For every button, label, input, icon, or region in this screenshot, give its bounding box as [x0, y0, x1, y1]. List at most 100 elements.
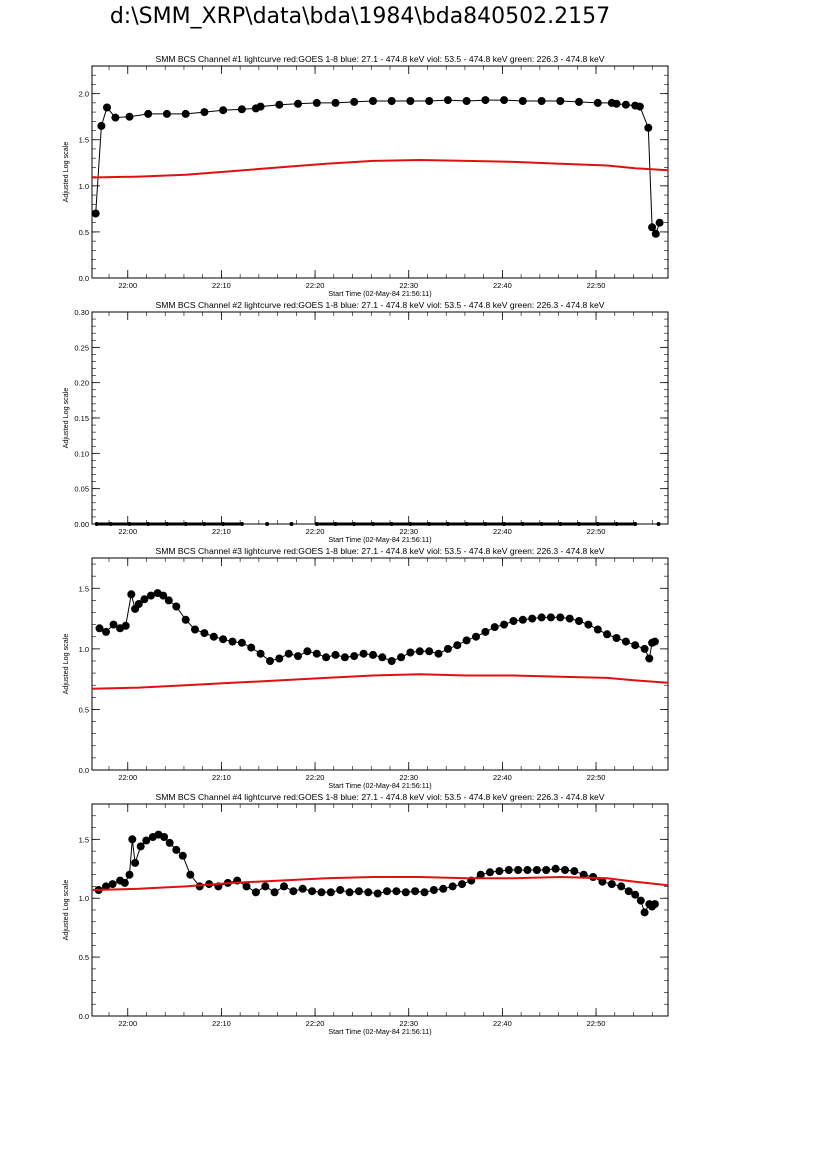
data-point	[443, 644, 452, 653]
data-point	[298, 884, 307, 893]
data-point	[486, 868, 494, 877]
data-point	[411, 887, 420, 896]
y-tick-label: 1.5	[79, 584, 89, 593]
data-point	[164, 522, 169, 526]
data-point	[462, 636, 471, 645]
chart-panel-3: SMM BCS Channel #3 lightcurve red:GOES 1…	[61, 546, 669, 790]
x-tick-label: 22:50	[587, 773, 606, 782]
data-point	[621, 100, 630, 109]
data-point	[593, 625, 602, 634]
data-point	[289, 522, 294, 526]
x-tick-label: 22:20	[306, 773, 325, 782]
data-point	[354, 887, 363, 896]
x-axis-label: Start Time (02-May-84 21:56:11)	[328, 1027, 431, 1036]
data-point	[102, 882, 110, 891]
data-point	[200, 629, 209, 638]
data-point	[331, 98, 340, 107]
series-red	[91, 158, 669, 179]
data-point	[415, 647, 424, 656]
data-point	[294, 652, 302, 661]
series-line-red	[91, 875, 669, 891]
data-point	[172, 845, 181, 854]
data-point	[219, 635, 228, 644]
x-tick-label: 22:50	[587, 527, 606, 536]
x-tick-label: 22:40	[493, 773, 512, 782]
y-tick-label: 1.5	[79, 136, 89, 145]
data-point	[350, 97, 359, 106]
data-point	[340, 653, 349, 662]
x-tick-label: 22:00	[118, 1019, 137, 1028]
data-point	[322, 653, 331, 662]
y-tick-label: 0.5	[79, 953, 89, 962]
x-tick-label: 22:30	[399, 1019, 418, 1028]
data-point	[373, 889, 382, 898]
series-black	[95, 589, 659, 665]
y-tick-label: 0.0	[79, 274, 89, 283]
data-point	[612, 634, 621, 642]
data-point	[127, 590, 136, 599]
data-point	[202, 522, 207, 526]
data-point	[266, 657, 274, 665]
x-axis-label: Start Time (02-May-84 21:56:11)	[328, 535, 431, 544]
data-point	[140, 595, 149, 604]
data-point	[127, 522, 132, 526]
y-tick-label: 1.5	[79, 835, 89, 844]
data-point	[333, 522, 338, 526]
x-tick-label: 22:20	[306, 527, 325, 536]
data-point	[125, 870, 134, 879]
data-point	[556, 97, 565, 105]
plot-frame	[91, 311, 669, 525]
data-point	[614, 522, 619, 526]
y-tick-label: 2.0	[79, 90, 89, 99]
data-point	[172, 602, 181, 611]
data-point	[406, 648, 415, 657]
data-point	[523, 866, 532, 874]
data-point	[237, 105, 246, 114]
y-tick-label: 0.00	[74, 520, 89, 529]
series-black	[95, 522, 661, 526]
data-point	[164, 596, 173, 605]
data-point	[593, 98, 602, 107]
data-point	[261, 882, 270, 891]
data-point	[617, 882, 626, 891]
data-point	[453, 641, 462, 650]
data-point	[221, 522, 226, 526]
series-red	[91, 875, 669, 891]
data-point	[387, 657, 396, 665]
data-point	[636, 896, 645, 905]
data-point	[575, 617, 583, 625]
data-point	[125, 112, 134, 121]
y-axis-label: Adjusted Log scale	[61, 880, 70, 941]
data-point	[97, 121, 106, 130]
data-point	[445, 522, 450, 526]
data-point	[640, 644, 649, 653]
data-point	[577, 522, 581, 526]
data-point	[500, 96, 509, 105]
data-point	[256, 102, 265, 111]
data-point	[181, 109, 190, 118]
data-point	[537, 97, 546, 105]
data-point	[528, 614, 537, 623]
data-point	[147, 591, 155, 600]
data-point	[312, 98, 321, 107]
y-tick-label: 1.0	[79, 894, 89, 903]
data-point	[502, 522, 507, 526]
data-point	[131, 858, 140, 867]
data-point	[326, 888, 335, 897]
data-point	[108, 880, 117, 889]
data-point	[134, 600, 143, 608]
data-point	[481, 96, 490, 105]
data-point	[109, 620, 118, 629]
data-point	[607, 880, 616, 889]
data-point	[165, 838, 174, 847]
data-point	[369, 650, 377, 659]
data-point	[633, 522, 638, 526]
data-point	[520, 522, 525, 526]
data-point	[624, 887, 633, 896]
data-point	[532, 866, 541, 874]
series-red	[91, 673, 669, 690]
x-tick-label: 22:30	[399, 773, 418, 782]
data-point	[280, 882, 288, 891]
chart-panel-4: SMM BCS Channel #4 lightcurve red:GOES 1…	[61, 792, 669, 1036]
data-point	[570, 867, 579, 876]
